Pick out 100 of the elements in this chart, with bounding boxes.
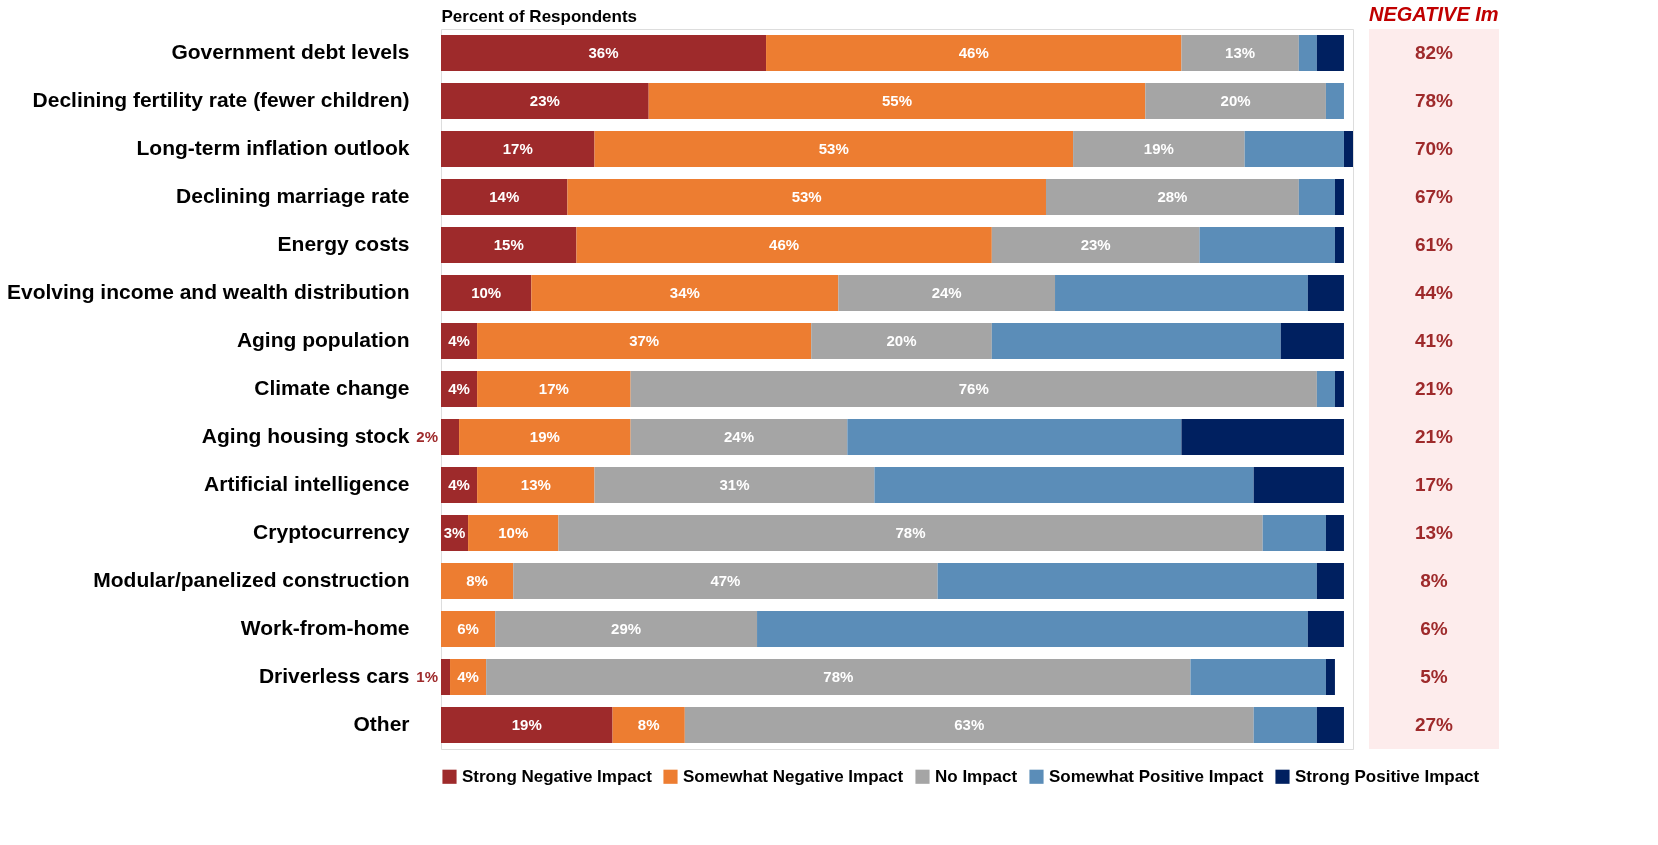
- data-label: 47%: [710, 572, 741, 589]
- bar: [441, 227, 577, 263]
- data-label: 76%: [958, 380, 989, 397]
- bar: [513, 563, 938, 599]
- bar: [1181, 35, 1299, 71]
- bar: [441, 707, 613, 743]
- bar: [1253, 707, 1317, 743]
- text: 78%: [1414, 90, 1454, 111]
- text: 21%: [1414, 426, 1454, 447]
- data-label: 4%: [448, 380, 470, 397]
- bar: [486, 659, 1191, 695]
- text: 41%: [1414, 330, 1454, 351]
- bar: [1045, 179, 1299, 215]
- data-label: 23%: [1080, 236, 1111, 253]
- legend-label: Strong Negative Impact: [462, 766, 653, 786]
- data-label: 10%: [498, 524, 529, 541]
- y-tick-label: Long-term inflation outlook: [136, 136, 410, 159]
- bar: [1073, 131, 1245, 167]
- data-label: 15%: [493, 236, 524, 253]
- data-label: 36%: [588, 44, 619, 61]
- bar: [1307, 611, 1344, 647]
- bar: [684, 707, 1254, 743]
- data-label: 46%: [958, 44, 989, 61]
- data-label: 8%: [637, 716, 660, 733]
- y-tick-label: Climate change: [254, 376, 410, 399]
- bar: [1307, 275, 1344, 311]
- y-tick-label: Work-from-home: [240, 616, 410, 639]
- bar: [558, 515, 1263, 551]
- text: 21%: [1414, 378, 1454, 399]
- text: 5%: [1420, 666, 1448, 687]
- data-label: 6%: [457, 620, 479, 637]
- bar: [441, 179, 568, 215]
- text: 13%: [1414, 522, 1454, 543]
- text: 61%: [1414, 234, 1454, 255]
- bar: [1334, 179, 1344, 215]
- bar: [1343, 131, 1353, 167]
- bar: [441, 275, 532, 311]
- bar: [630, 371, 1317, 407]
- data-label: 1%: [416, 668, 438, 685]
- bar: [1316, 563, 1344, 599]
- bar: [468, 515, 559, 551]
- bar: [1325, 83, 1344, 119]
- text: 44%: [1414, 282, 1454, 303]
- text: 27%: [1414, 714, 1454, 735]
- text: 82%: [1414, 42, 1454, 63]
- y-tick-label: Aging population: [236, 328, 410, 351]
- data-label: 20%: [1220, 92, 1251, 109]
- data-label: 17%: [502, 140, 533, 157]
- bar: [1262, 515, 1326, 551]
- bar: [441, 659, 451, 695]
- y-tick-label: Evolving income and wealth distribution: [6, 280, 410, 303]
- text: 17%: [1414, 474, 1454, 495]
- bar: [847, 419, 1182, 455]
- bar: [1244, 131, 1344, 167]
- bar: [1199, 227, 1335, 263]
- data-label: 24%: [931, 284, 962, 301]
- text: 70%: [1414, 138, 1454, 159]
- data-label: 31%: [719, 476, 750, 493]
- data-label: 78%: [895, 524, 926, 541]
- bar: [811, 323, 992, 359]
- data-label: 34%: [669, 284, 700, 301]
- bar: [441, 563, 514, 599]
- bar: [495, 611, 758, 647]
- data-label: 19%: [1143, 140, 1174, 157]
- y-tick-label: Declining fertility rate (fewer children): [32, 88, 410, 111]
- bar: [441, 611, 496, 647]
- text: 6%: [1420, 618, 1448, 639]
- y-tick-label: Other: [353, 712, 410, 735]
- y-tick-label: Aging housing stock: [201, 424, 410, 447]
- legend-label: No Impact: [935, 766, 1018, 786]
- data-label: 55%: [881, 92, 913, 109]
- bar: [1298, 179, 1335, 215]
- bar: [477, 371, 631, 407]
- bar: [937, 563, 1317, 599]
- data-label: 53%: [818, 140, 849, 157]
- text: 67%: [1414, 186, 1454, 207]
- data-label: 37%: [629, 332, 660, 349]
- y-tick-label: Modular/panelized construction: [93, 568, 410, 591]
- data-label: 2%: [416, 428, 438, 445]
- bar: [459, 419, 631, 455]
- data-label: 10%: [471, 284, 502, 301]
- y-tick-label: Cryptocurrency: [253, 520, 410, 543]
- bar: [1280, 323, 1344, 359]
- y-tick-label: Artificial intelligence: [204, 472, 410, 495]
- data-label: 19%: [511, 716, 542, 733]
- bar: [594, 131, 1074, 167]
- x-axis-title: Percent of Respondents: [441, 6, 638, 26]
- bar: [441, 419, 460, 455]
- data-label: 46%: [769, 236, 800, 253]
- bar: [477, 323, 812, 359]
- bar: [612, 707, 685, 743]
- bar: [1316, 35, 1344, 71]
- bar: [594, 467, 875, 503]
- bar: [757, 611, 1308, 647]
- bar: [1253, 467, 1344, 503]
- y-tick-label: Energy costs: [277, 232, 410, 255]
- data-label: 24%: [723, 428, 754, 445]
- data-label: 17%: [538, 380, 569, 397]
- data-label: 3%: [443, 524, 466, 541]
- data-label: 20%: [886, 332, 917, 349]
